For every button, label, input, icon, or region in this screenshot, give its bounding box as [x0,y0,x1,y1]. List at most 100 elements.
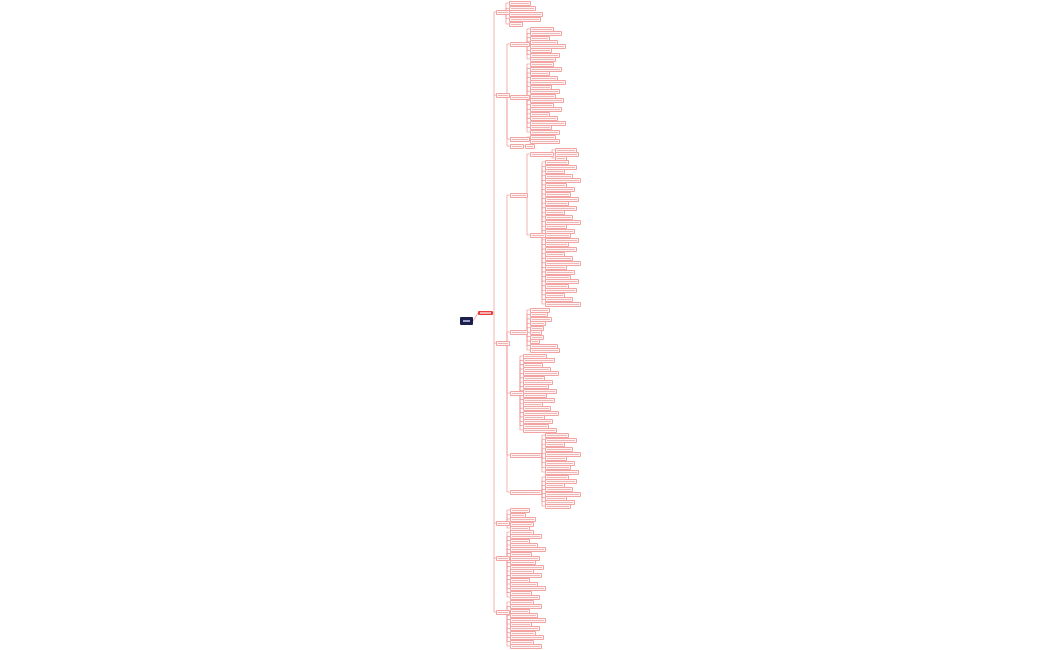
mindmap-leaf[interactable] [555,152,579,157]
mindmap-leaf[interactable] [530,107,562,113]
mindmap-leaf[interactable] [545,192,571,198]
mindmap-leaf[interactable] [545,292,565,298]
mindmap-leaf[interactable] [545,504,571,509]
mindmap-leaf[interactable] [545,228,575,234]
mindmap-leaf[interactable] [545,224,567,230]
mindmap-leaf[interactable] [530,66,562,72]
mindmap-leaf[interactable] [545,187,575,193]
mindmap-leaf[interactable] [545,242,569,248]
mindmap-subtopic[interactable] [530,233,546,238]
mindmap-leaf[interactable] [509,22,523,27]
mindmap-branch[interactable] [496,610,510,615]
mindmap-leaf[interactable] [530,75,558,81]
mindmap-leaf[interactable] [530,98,564,104]
mindmap-leaf[interactable] [545,178,581,184]
mindmap-leaf[interactable] [545,201,569,207]
mindmap-leaf[interactable] [530,71,550,77]
mindmap-subtopic[interactable] [510,42,530,47]
mindmap-leaf[interactable] [545,279,579,285]
mindmap-branch[interactable] [496,10,510,15]
mindmap-leaf[interactable] [545,160,569,165]
mindmap-leaf[interactable] [530,84,552,90]
mindmap-leaf[interactable] [530,120,566,126]
mindmap-leaf[interactable] [530,102,554,108]
mindmap-leaf[interactable] [545,456,567,462]
connector-line [506,94,510,140]
mindmap-leaf[interactable] [530,139,560,144]
mindmap-subtopic[interactable] [510,391,524,396]
mindmap-center-topic[interactable] [478,311,493,315]
mindmap-leaf[interactable] [510,595,540,600]
mindmap-leaf[interactable] [530,111,550,117]
mindmap-leaf[interactable] [545,256,573,262]
mindmap-leaf[interactable] [545,274,571,280]
mindmap-leaf[interactable] [523,428,557,433]
mindmap-subtopic[interactable] [510,490,542,495]
mindmap-subtopic[interactable] [510,137,530,142]
mindmap-leaf[interactable] [525,144,535,149]
mindmap-leaf[interactable] [545,451,581,457]
mindmap-subtopic[interactable] [510,144,524,149]
mindmap-leaf[interactable] [545,164,577,170]
mindmap-leaf[interactable] [545,237,579,243]
mindmap-branch[interactable] [496,341,510,346]
mindmap-leaf[interactable] [530,62,554,67]
mindmap-leaf[interactable] [545,437,577,443]
mindmap-leaf[interactable] [545,470,579,475]
mindmap-leaf[interactable] [545,233,571,239]
mindmap-leaf[interactable] [530,89,560,95]
mindmap-leaf[interactable] [545,433,569,438]
mindmap-subtopic[interactable] [510,330,528,335]
mindmap-leaf[interactable] [530,130,560,135]
mindmap-leaf[interactable] [545,169,565,175]
mindmap-leaf[interactable] [545,173,573,179]
node-label-placeholder [512,146,522,147]
mindmap-branch[interactable] [496,556,510,561]
mindmap-leaf[interactable] [545,219,581,225]
mindmap-leaf[interactable] [530,57,556,62]
node-label-placeholder [547,203,567,205]
mindmap-subtopic[interactable] [510,453,542,458]
mindmap-branch[interactable] [496,521,510,526]
node-label-placeholder [547,194,569,196]
node-label-placeholder [525,395,545,397]
mindmap-leaf[interactable] [530,348,560,353]
mindmap-leaf[interactable] [510,644,542,649]
mindmap-leaf[interactable] [509,16,541,22]
mindmap-leaf[interactable] [530,116,558,122]
mindmap-leaf[interactable] [530,125,552,131]
mindmap-leaf[interactable] [509,11,543,17]
mindmap-leaf[interactable] [545,247,577,253]
node-label-placeholder [525,373,557,375]
node-label-placeholder [547,294,563,296]
mindmap-leaf[interactable] [545,251,565,257]
mindmap-subtopic[interactable] [530,152,554,157]
node-label-placeholder [532,118,556,120]
mindmap-leaf[interactable] [545,465,571,471]
mindmap-leaf[interactable] [545,210,565,216]
mindmap-leaf[interactable] [545,302,581,307]
mindmap-leaf[interactable] [545,283,569,289]
mindmap-leaf[interactable] [545,205,577,211]
mindmap-subtopic[interactable] [510,193,528,198]
mindmap-subtopic[interactable] [510,95,530,100]
mindmap-leaf[interactable] [545,288,577,294]
mindmap-leaf[interactable] [530,80,566,86]
mindmap-leaf[interactable] [545,196,579,202]
mindmap-leaf[interactable] [530,93,556,99]
node-label-placeholder [532,318,550,320]
mindmap-leaf[interactable] [545,269,575,275]
mindmap-leaf[interactable] [545,182,567,188]
mindmap-leaf[interactable] [545,297,573,303]
mindmap-branch[interactable] [496,93,510,98]
mindmap-leaf[interactable] [509,1,531,6]
mindmap-leaf[interactable] [509,6,536,12]
mindmap-leaf[interactable] [545,460,575,466]
mindmap-leaf[interactable] [545,442,565,448]
mindmap-leaf[interactable] [545,446,573,452]
mindmap-root-node[interactable] [460,317,473,325]
mindmap-leaf[interactable] [545,265,567,271]
mindmap-leaf[interactable] [545,214,573,220]
mindmap-leaf[interactable] [545,260,581,266]
node-label-placeholder [532,86,550,88]
